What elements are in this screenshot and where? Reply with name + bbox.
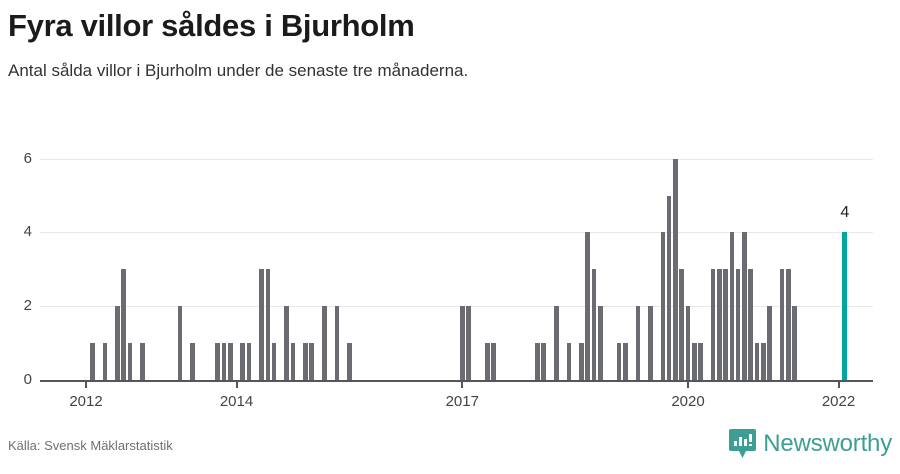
bar[interactable]	[622, 343, 628, 380]
bar[interactable]	[140, 343, 145, 380]
bar[interactable]	[660, 232, 666, 380]
bar[interactable]	[466, 306, 471, 380]
chart-footer: Källa: Svensk Mäklarstatistik Newsworthy	[8, 426, 892, 466]
gridline	[40, 306, 873, 308]
bar[interactable]	[735, 269, 741, 380]
bar[interactable]	[459, 306, 465, 380]
bar-value-label: 4	[840, 204, 850, 222]
bar[interactable]	[259, 269, 264, 380]
page-title: Fyra villor såldes i Bjurholm	[8, 8, 415, 43]
bar[interactable]	[303, 343, 308, 380]
bar[interactable]	[541, 343, 547, 380]
bar[interactable]	[666, 195, 672, 380]
bar[interactable]	[284, 306, 289, 380]
bar[interactable]	[121, 269, 126, 380]
bar[interactable]	[579, 343, 584, 380]
x-axis-tick-mark	[235, 380, 238, 388]
bar[interactable]	[347, 343, 352, 380]
bar[interactable]	[786, 269, 791, 380]
bar[interactable]	[271, 343, 277, 380]
gridline	[40, 232, 873, 234]
chart-header: Fyra villor såldes i Bjurholm Antal såld…	[8, 0, 892, 82]
bar[interactable]	[748, 269, 753, 380]
gridline	[40, 158, 873, 160]
bar[interactable]	[760, 343, 766, 380]
bar[interactable]	[221, 343, 227, 380]
y-axis-tick-label: 4	[23, 223, 32, 241]
bar[interactable]	[679, 269, 685, 380]
bar[interactable]	[685, 306, 691, 380]
newsworthy-logo: Newsworthy	[729, 428, 892, 460]
bar[interactable]	[585, 232, 590, 380]
bar[interactable]	[127, 343, 133, 380]
bar[interactable]	[635, 306, 641, 380]
x-axis-tick-mark	[837, 380, 840, 388]
bar[interactable]	[591, 269, 597, 380]
bar[interactable]	[648, 306, 653, 380]
y-axis-tick-label: 6	[23, 149, 32, 167]
bar[interactable]	[698, 343, 703, 380]
bar[interactable]	[792, 306, 797, 380]
bar[interactable]	[227, 343, 233, 380]
bar[interactable]	[535, 343, 540, 380]
bar[interactable]	[566, 343, 572, 380]
bar[interactable]	[190, 343, 195, 380]
bar[interactable]	[102, 343, 108, 380]
bar-highlighted[interactable]	[842, 232, 848, 380]
x-axis-line	[40, 380, 873, 382]
bar[interactable]	[485, 343, 490, 380]
bar[interactable]	[616, 343, 622, 380]
bar[interactable]	[246, 343, 252, 380]
x-axis-tick-label: 2022	[821, 393, 856, 410]
x-axis-tick-mark	[687, 380, 689, 388]
logo-text: Newsworthy	[763, 430, 892, 457]
bar[interactable]	[240, 343, 246, 380]
y-axis-tick-label: 2	[23, 297, 32, 315]
bar[interactable]	[767, 306, 772, 380]
bar-chart-speech-bubble-icon	[729, 429, 757, 459]
bar[interactable]	[491, 343, 496, 380]
bar[interactable]	[89, 343, 95, 380]
bar[interactable]	[717, 269, 722, 380]
bar[interactable]	[710, 269, 716, 380]
bar[interactable]	[779, 269, 785, 380]
chart-subtitle: Antal sålda villor i Bjurholm under de s…	[8, 61, 469, 80]
x-axis-tick-label: 2020	[671, 393, 705, 410]
bar[interactable]	[215, 343, 220, 380]
source-note: Källa: Svensk Mäklarstatistik	[8, 438, 173, 453]
bar[interactable]	[290, 343, 296, 380]
bar[interactable]	[691, 343, 697, 380]
x-axis-tick-label: 2017	[445, 393, 479, 410]
bar[interactable]	[754, 343, 760, 380]
y-axis-tick-label: 0	[23, 371, 32, 388]
bar[interactable]	[177, 306, 183, 380]
bar[interactable]	[597, 306, 603, 380]
bar[interactable]	[723, 269, 728, 380]
bar[interactable]	[554, 306, 559, 380]
bar[interactable]	[321, 306, 327, 380]
bar[interactable]	[265, 269, 271, 380]
bar[interactable]	[309, 343, 315, 380]
bar[interactable]	[334, 306, 340, 380]
bar[interactable]	[729, 232, 735, 380]
x-axis-tick-label: 2012	[69, 393, 103, 410]
bar[interactable]	[115, 306, 120, 380]
x-axis-tick-label: 2014	[219, 393, 254, 410]
bar[interactable]	[742, 232, 747, 380]
x-axis-tick-mark	[461, 380, 464, 388]
x-axis-tick-mark	[85, 380, 87, 388]
bar[interactable]	[673, 158, 678, 380]
